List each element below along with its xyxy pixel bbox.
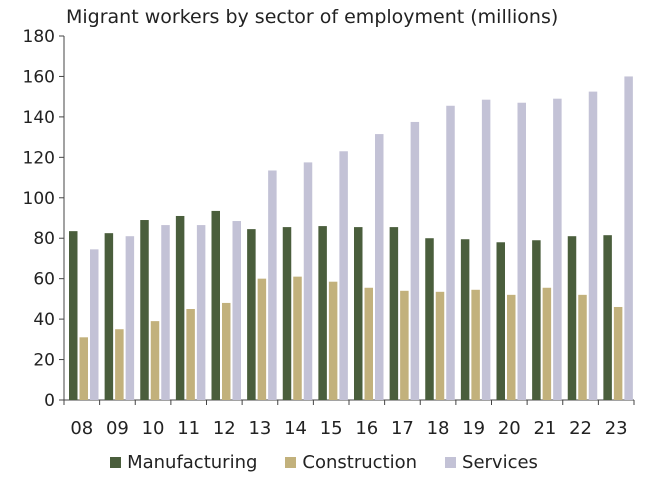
y-tick-label: 160 (23, 67, 55, 87)
bar-manufacturing-22 (567, 236, 577, 400)
bar-manufacturing-09 (104, 233, 114, 400)
x-tick-label: 23 (605, 418, 628, 439)
x-tick-label: 22 (569, 418, 592, 439)
bar-manufacturing-10 (140, 220, 149, 400)
bar-services-23 (624, 76, 633, 400)
bar-construction-09 (115, 329, 124, 400)
legend-item-manufacturing: Manufacturing (110, 452, 257, 473)
bar-construction-16 (364, 287, 373, 400)
legend-label-manufacturing: Manufacturing (127, 452, 258, 473)
bar-services-08 (90, 249, 99, 400)
x-tick-label: 19 (462, 418, 485, 439)
bar-manufacturing-08 (69, 231, 78, 400)
legend-swatch-manufacturing (110, 457, 122, 468)
bar-services-14 (303, 162, 313, 400)
legend-label-construction: Construction (302, 452, 418, 473)
bar-construction-08 (79, 337, 88, 400)
x-tick-label: 13 (248, 418, 271, 439)
x-tick-label: 11 (177, 418, 200, 439)
legend-swatch-construction (285, 457, 297, 468)
bar-construction-10 (150, 321, 160, 400)
y-tick-label: 40 (33, 310, 55, 330)
bar-services-18 (446, 105, 455, 401)
x-tick-label: 08 (70, 418, 93, 439)
bar-construction-23 (613, 306, 623, 400)
bar-services-09 (125, 236, 135, 400)
y-tick-label: 140 (23, 108, 55, 128)
bar-services-15 (339, 151, 348, 400)
bar-manufacturing-16 (354, 227, 363, 400)
x-tick-label: 09 (106, 418, 129, 439)
bar-manufacturing-14 (282, 227, 292, 400)
bar-manufacturing-18 (425, 238, 434, 400)
bar-services-10 (161, 225, 170, 400)
legend-item-services: Services (445, 452, 538, 473)
bar-manufacturing-11 (175, 215, 185, 400)
x-tick-label: 10 (142, 418, 165, 439)
bar-manufacturing-21 (532, 240, 541, 400)
bar-services-12 (232, 221, 241, 400)
bar-manufacturing-23 (603, 235, 612, 400)
bar-construction-13 (257, 278, 267, 400)
legend-label-services: Services (462, 452, 538, 473)
bar-manufacturing-19 (460, 239, 470, 400)
x-tick-label: 20 (498, 418, 521, 439)
bar-construction-15 (328, 281, 338, 400)
y-tick-label: 0 (44, 391, 55, 411)
bar-services-19 (481, 99, 491, 400)
y-tick-label: 180 (23, 27, 55, 47)
bar-construction-20 (507, 294, 516, 400)
bar-manufacturing-15 (318, 226, 327, 400)
bar-services-17 (410, 121, 420, 400)
bar-construction-11 (186, 309, 195, 400)
bar-construction-12 (222, 302, 231, 400)
bar-manufacturing-17 (389, 227, 399, 400)
x-tick-label: 18 (427, 418, 450, 439)
y-tick-label: 120 (23, 148, 55, 168)
chart-title: Migrant workers by sector of employment … (66, 6, 559, 28)
bar-manufacturing-12 (211, 210, 220, 400)
bar-services-11 (196, 225, 206, 400)
x-tick-label: 21 (533, 418, 556, 439)
x-tick-label: 15 (320, 418, 343, 439)
bar-services-21 (553, 98, 562, 400)
bar-services-16 (375, 134, 384, 401)
bar-manufacturing-20 (496, 242, 505, 400)
x-tick-label: 16 (355, 418, 378, 439)
y-tick-label: 60 (33, 270, 55, 290)
y-tick-label: 80 (33, 229, 55, 249)
bar-construction-17 (400, 290, 409, 400)
y-tick-label: 100 (23, 189, 55, 209)
legend-swatch-services (445, 457, 457, 468)
x-tick-label: 17 (391, 418, 414, 439)
bar-services-22 (588, 91, 598, 400)
bar-construction-14 (293, 276, 302, 400)
x-tick-label: 14 (284, 418, 307, 439)
bar-construction-21 (542, 287, 552, 400)
legend: Manufacturing Construction Services (0, 452, 648, 473)
y-tick-label: 20 (33, 351, 55, 371)
bar-construction-18 (435, 291, 445, 400)
legend-item-construction: Construction (285, 452, 417, 473)
bar-manufacturing-13 (247, 229, 256, 400)
bar-services-13 (268, 170, 277, 400)
bar-services-20 (517, 102, 526, 400)
bar-construction-19 (471, 289, 480, 400)
x-tick-label: 12 (213, 418, 236, 439)
bar-construction-22 (578, 294, 587, 400)
